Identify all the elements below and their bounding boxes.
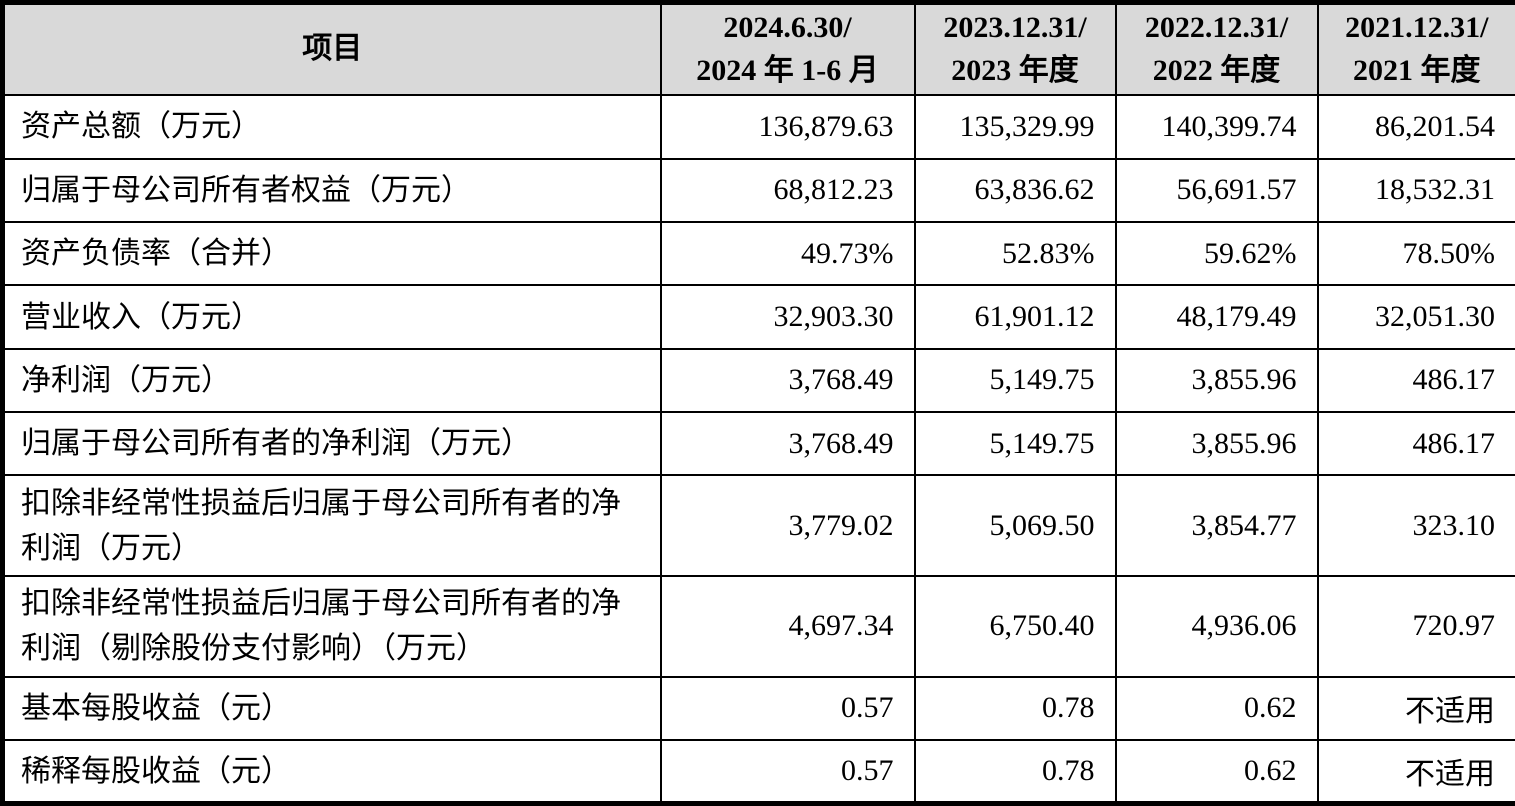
cell-value: 59.62% [1114,220,1319,287]
table-row-deducted-net-profit: 扣除非经常性损益后归属于母公司所有者的净利润（万元） 3,779.02 5,06… [1,474,1515,578]
cell-value: 5,069.50 [913,474,1117,578]
cell-value: 56,691.57 [1114,157,1319,223]
cell-value: 486.17 [1316,411,1515,477]
row-label: 稀释每股收益（元） [1,739,662,805]
row-label: 归属于母公司所有者权益（万元） [1,157,662,223]
cell-value: 3,855.96 [1114,347,1319,414]
cell-value: 不适用 [1316,675,1515,742]
cell-value: 4,936.06 [1114,575,1319,678]
cell-value: 323.10 [1316,474,1515,578]
period-date-line: 2022.12.31/ [1144,11,1289,44]
cell-value: 5,149.75 [913,347,1117,414]
table-row-parent-net-profit: 归属于母公司所有者的净利润（万元） 3,768.49 5,149.75 3,85… [1,411,1515,477]
cell-value: 3,855.96 [1114,411,1319,477]
header-row: 项目 2024.6.30/ 2024 年 1-6 月 2023.12.31/ 2… [1,1,1515,97]
period-date-line: 2023.12.31/ [943,11,1087,44]
cell-value: 49.73% [659,220,916,287]
cell-value: 48,179.49 [1114,284,1319,350]
row-label: 基本每股收益（元） [1,675,662,742]
column-header-item-label: 项目 [302,32,363,66]
row-label: 扣除非经常性损益后归属于母公司所有者的净利润（剔除股份支付影响）（万元） [1,575,662,678]
period-name-line: 2024 年 1-6 月 [696,53,879,87]
cell-value: 6,750.40 [913,575,1117,678]
table-row-parent-equity: 归属于母公司所有者权益（万元） 68,812.23 63,836.62 56,6… [1,157,1515,223]
row-label: 扣除非经常性损益后归属于母公司所有者的净利润（万元） [1,474,662,578]
cell-value: 68,812.23 [659,157,916,223]
column-header-period-2021: 2021.12.31/ 2021 年度 [1316,1,1515,97]
cell-value: 0.57 [659,739,916,805]
cell-value: 86,201.54 [1316,94,1515,160]
cell-value: 32,903.30 [659,284,916,350]
period-date-line: 2021.12.31/ [1345,11,1489,44]
period-name-line: 2022 年度 [1152,53,1281,87]
table-row-revenue: 营业收入（万元） 32,903.30 61,901.12 48,179.49 3… [1,284,1515,350]
cell-value: 78.50% [1316,220,1515,287]
cell-value: 不适用 [1316,739,1515,805]
row-label: 归属于母公司所有者的净利润（万元） [1,411,662,477]
cell-value: 3,768.49 [659,347,916,414]
period-name-line: 2021 年度 [1353,53,1481,87]
cell-value: 52.83% [913,220,1117,287]
cell-value: 136,879.63 [659,94,916,160]
cell-value: 0.62 [1114,675,1319,742]
cell-value: 63,836.62 [913,157,1117,223]
cell-value: 135,329.99 [913,94,1117,160]
cell-value: 0.78 [913,739,1117,805]
table-row-total-assets: 资产总额（万元） 136,879.63 135,329.99 140,399.7… [1,94,1515,160]
table-row-debt-ratio: 资产负债率（合并） 49.73% 52.83% 59.62% 78.50% [1,220,1515,287]
column-header-period-2023: 2023.12.31/ 2023 年度 [913,1,1117,97]
cell-value: 0.78 [913,675,1117,742]
period-date-line: 2024.6.30/ [723,11,852,44]
cell-value: 61,901.12 [913,284,1117,350]
cell-value: 32,051.30 [1316,284,1515,350]
cell-value: 3,779.02 [659,474,916,578]
cell-value: 140,399.74 [1114,94,1319,160]
cell-value: 0.57 [659,675,916,742]
period-name-line: 2023 年度 [951,53,1079,87]
table-row-diluted-eps: 稀释每股收益（元） 0.57 0.78 0.62 不适用 [1,739,1515,805]
cell-value: 3,768.49 [659,411,916,477]
cell-value: 4,697.34 [659,575,916,678]
cell-value: 720.97 [1316,575,1515,678]
column-header-item: 项目 [1,1,662,97]
table-row-basic-eps: 基本每股收益（元） 0.57 0.78 0.62 不适用 [1,675,1515,742]
table-row-net-profit: 净利润（万元） 3,768.49 5,149.75 3,855.96 486.1… [1,347,1515,414]
row-label: 资产总额（万元） [1,94,662,160]
cell-value: 486.17 [1316,347,1515,414]
row-label: 营业收入（万元） [1,284,662,350]
table-row-deducted-net-profit-ex-sbc: 扣除非经常性损益后归属于母公司所有者的净利润（剔除股份支付影响）（万元） 4,6… [1,575,1515,678]
cell-value: 0.62 [1114,739,1319,805]
cell-value: 5,149.75 [913,411,1117,477]
column-header-period-2024h1: 2024.6.30/ 2024 年 1-6 月 [659,1,916,97]
row-label: 资产负债率（合并） [1,220,662,287]
cell-value: 18,532.31 [1316,157,1515,223]
column-header-period-2022: 2022.12.31/ 2022 年度 [1114,1,1319,97]
row-label: 净利润（万元） [1,347,662,414]
cell-value: 3,854.77 [1114,474,1319,578]
